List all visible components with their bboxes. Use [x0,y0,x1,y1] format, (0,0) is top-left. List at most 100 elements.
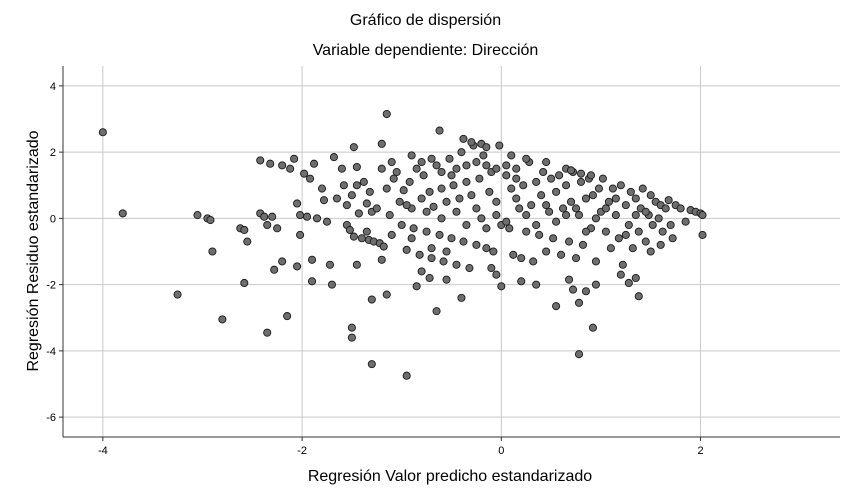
data-point [243,237,252,246]
data-point [517,254,526,263]
data-point [616,181,625,190]
data-point [552,187,561,196]
data-point [329,153,339,162]
data-point [417,267,426,276]
data-point [387,230,396,239]
data-point [347,323,356,332]
data-point [98,128,107,137]
data-point [522,211,531,220]
data-point [266,159,275,168]
tick-labels: -4 -2 0 2 -6 -4 -2 0 2 4 [46,81,703,457]
data-point [206,215,215,225]
data-point [435,230,444,239]
data-point [591,280,600,289]
data-point [527,201,536,210]
data-point [517,277,526,286]
data-point [402,371,411,380]
data-point [616,270,625,279]
data-point [479,151,488,160]
data-point [442,275,451,284]
data-point [256,156,265,165]
data-point [303,212,312,221]
data-point [312,214,322,223]
data-point [598,174,607,183]
data-point [487,264,496,273]
data-point [641,207,650,216]
data-point [698,230,707,239]
data-point [621,201,630,210]
data-point [574,298,584,307]
data-point [305,174,315,183]
data-point [278,161,287,170]
data-point [422,207,431,216]
data-point [574,211,584,220]
data-point [507,151,516,160]
data-point [529,257,538,266]
data-point [482,143,491,152]
data-point [300,169,309,178]
data-point [571,254,581,263]
data-point [581,194,591,203]
data-point [347,191,356,200]
data-point [626,187,635,196]
grid-lines [63,66,840,437]
data-point [507,184,516,193]
data-point [382,184,391,193]
data-point [581,227,591,236]
data-point [664,196,673,205]
data-point [352,260,361,269]
data-point [268,212,277,221]
data-point [442,247,451,256]
data-point [545,207,554,216]
data-point [588,323,598,332]
data-point [489,247,498,256]
data-point [427,154,436,163]
data-point [611,194,620,203]
data-point [377,255,386,264]
data-point [542,158,551,167]
data-point [286,164,295,173]
x-tick-label: 2 [697,445,703,457]
data-point [668,234,677,243]
data-point [604,197,613,206]
data-point [549,234,558,243]
data-point [345,225,354,235]
data-point [532,220,541,230]
data-point [435,126,444,135]
data-point [485,187,494,196]
data-point [372,204,381,213]
data-point [557,250,566,259]
data-point [681,217,690,226]
data-point [502,171,511,180]
data-point [646,191,655,200]
data-point [492,270,501,279]
data-point [628,244,637,253]
data-point [475,174,484,183]
chart-subtitle: Variable dependiente: Dirección [312,42,539,59]
data-point [576,177,586,186]
data-point [492,197,501,206]
data-point [389,174,398,183]
data-point [452,260,461,269]
data-point [614,234,623,243]
data-point [218,315,227,324]
data-point [349,143,358,152]
data-point [459,134,468,143]
y-tick-label: -4 [46,346,56,358]
data-point [290,154,299,163]
data-point [357,234,366,243]
data-point [208,247,217,256]
data-point [296,211,305,220]
data-point [465,264,474,273]
data-point [666,220,675,230]
data-point [293,199,302,208]
data-point [477,214,486,223]
data-point [472,240,481,249]
data-point [337,164,346,173]
data-point [317,184,327,193]
data-point [568,285,578,294]
data-point [293,262,302,271]
data-point [347,333,356,342]
data-point [332,194,341,203]
data-point [422,227,431,236]
